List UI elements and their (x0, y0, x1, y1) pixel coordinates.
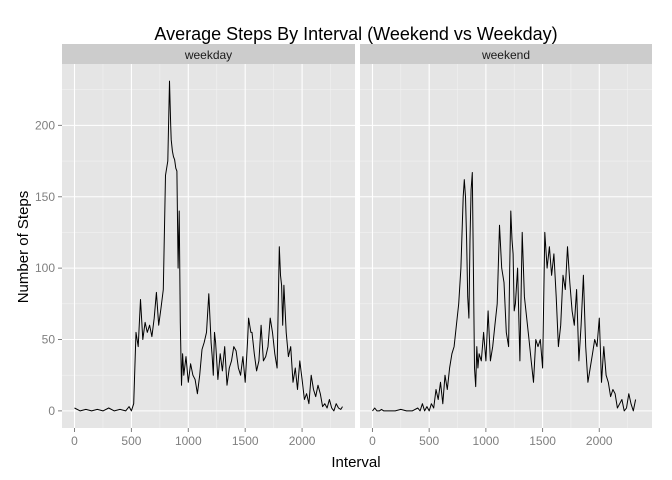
x-tick-label: 0 (71, 434, 78, 448)
facet-strip-label: weekday (184, 48, 232, 62)
y-tick-label: 50 (42, 332, 56, 346)
x-tick-label: 500 (419, 434, 439, 448)
y-tick-label: 150 (35, 190, 55, 204)
series-line-weekend (372, 172, 637, 412)
chart-title: Average Steps By Interval (Weekend vs We… (154, 24, 557, 44)
x-tick-label: 1000 (175, 434, 202, 448)
panel-background (62, 64, 355, 428)
x-tick-label: 1500 (529, 434, 556, 448)
x-tick-label: 1500 (232, 434, 259, 448)
y-tick-label: 200 (35, 118, 55, 132)
facet-strip (360, 44, 652, 64)
x-tick-label: 2000 (586, 434, 613, 448)
panel-weekend: weekend 0 500 1000 1500 2000 (360, 44, 652, 448)
panel-background (360, 64, 652, 428)
y-tick-label: 100 (35, 261, 55, 275)
x-tick-label: 2000 (289, 434, 316, 448)
facet-strip (62, 44, 355, 64)
y-axis-title: Number of Steps (15, 191, 32, 304)
x-axis-title: Interval (331, 454, 380, 471)
facet-strip-label: weekend (481, 48, 530, 62)
x-tick-label: 500 (121, 434, 141, 448)
series-line-weekday (74, 80, 343, 412)
x-tick-label: 1000 (473, 434, 500, 448)
x-tick-label: 0 (369, 434, 376, 448)
y-tick-label: 0 (48, 404, 55, 418)
panel-weekday: weekday 0 500 1000 1500 2000 0 50 100 150 200 (35, 44, 355, 448)
